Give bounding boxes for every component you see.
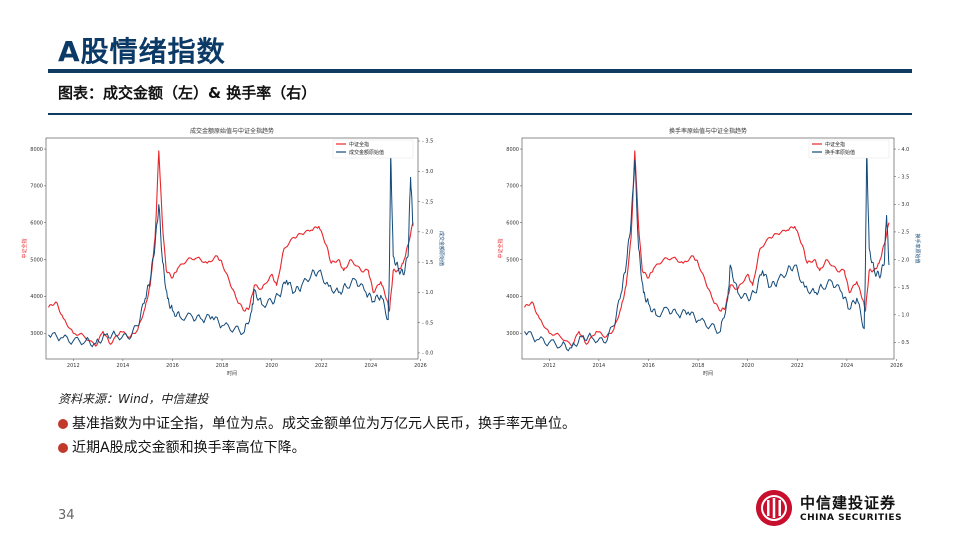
y-left-tick-label: 7000 xyxy=(506,184,519,190)
y-left-tick-label: 3000 xyxy=(30,331,43,337)
y-right-tick-label: - 0.5 xyxy=(422,320,433,326)
bullet-item: 基准指数为中证全指，单位为点。成交金额单位为万亿元人民币，换手率无单位。 xyxy=(58,413,576,433)
plot-area xyxy=(521,137,895,360)
y-left-tick-label: 5000 xyxy=(506,257,519,263)
chart-title: 换手率原始值与中证全指趋势 xyxy=(669,127,747,135)
chart-turnover-svg: 换手率原始值与中证全指趋势 2012 2014 2016 2018 2020 2022 202… xyxy=(497,127,921,377)
y-right-tick-label: - 1.5 xyxy=(422,260,433,266)
y-right-tick-label: - 0.5 xyxy=(898,340,909,346)
x-tick-label: 2016 xyxy=(166,363,179,369)
y-right-tick-label: - 2.0 xyxy=(898,257,909,263)
y-right-tick-label: - 2.5 xyxy=(422,199,433,205)
legend-box xyxy=(808,139,890,159)
y-left-tick-label: 8000 xyxy=(506,147,519,153)
company-logo: 中信建投证券 CHINA SECURITIES xyxy=(756,490,926,530)
x-tick-label: 2024 xyxy=(841,363,854,369)
x-tick-label: 2022 xyxy=(315,363,328,369)
caption-divider xyxy=(48,113,912,115)
logo-seal-icon xyxy=(756,490,792,526)
figure-caption: 图表：成交金额（左）& 换手率（右） xyxy=(58,84,317,102)
plot-area xyxy=(45,137,419,360)
chart-title: 成交金额原始值与中证全指趋势 xyxy=(190,127,274,135)
y-right-tick-label: - 2.0 xyxy=(422,230,433,236)
y-right-tick-label: - 3.5 xyxy=(898,174,909,180)
x-tick-label: 2026 xyxy=(414,363,427,369)
x-tick-label: 2018 xyxy=(216,363,229,369)
x-axis-label: 时间 xyxy=(703,370,713,377)
title-divider xyxy=(48,69,912,73)
legend-label: 换手率原始值 xyxy=(825,149,855,156)
y-left-tick-label: 5000 xyxy=(30,257,43,263)
x-axis-label: 时间 xyxy=(227,370,237,377)
x-tick-label: 2024 xyxy=(365,363,378,369)
legend-label: 中证全指 xyxy=(349,141,369,148)
y-right-tick-label: - 3.0 xyxy=(898,202,909,208)
series-line-secondary xyxy=(524,148,890,352)
y-left-tick-label: 4000 xyxy=(506,294,519,300)
x-tick-label: 2026 xyxy=(890,363,903,369)
x-tick-label: 2022 xyxy=(791,363,804,369)
series-line-index xyxy=(524,150,890,347)
bullet-text: 近期A股成交金额和换手率高位下降。 xyxy=(72,440,306,456)
y-right-axis-label: 成交金额原始值 xyxy=(438,231,445,266)
source-note: 资料来源：Wind，中信建投 xyxy=(58,392,209,406)
y-left-tick-label: 6000 xyxy=(30,220,43,226)
y-right-tick-label: - 1.0 xyxy=(898,313,909,319)
x-tick-label: 2018 xyxy=(692,363,705,369)
y-right-tick-label: - 3.0 xyxy=(422,169,433,175)
series-line-secondary xyxy=(48,152,414,348)
page-number: 34 xyxy=(58,508,75,523)
y-left-tick-label: 3000 xyxy=(506,331,519,337)
logo-cn-text: 中信建投证券 xyxy=(800,494,897,512)
y-right-tick-label: - 1.5 xyxy=(898,285,909,291)
bullet-text: 基准指数为中证全指，单位为点。成交金额单位为万亿元人民币，换手率无单位。 xyxy=(72,416,576,432)
bullet-dot-icon xyxy=(58,419,68,429)
x-tick-label: 2012 xyxy=(67,363,80,369)
x-tick-label: 2020 xyxy=(741,363,754,369)
legend-label: 中证全指 xyxy=(825,141,845,148)
page-title: A股情绪指数 xyxy=(58,35,226,68)
y-left-axis-label: 中证全指 xyxy=(497,238,504,258)
logo-en-text: CHINA SECURITIES xyxy=(800,513,903,523)
y-right-tick-label: - 0.0 xyxy=(422,351,433,357)
y-right-tick-label: - 4.0 xyxy=(898,147,909,153)
chart-turnover: 换手率原始值与中证全指趋势 2012 2014 2016 2018 2020 2022 202… xyxy=(492,124,922,384)
y-left-axis-label: 中证全指 xyxy=(21,238,28,258)
bullet-dot-icon xyxy=(58,443,68,453)
y-right-tick-label: - 3.5 xyxy=(422,139,433,145)
x-tick-label: 2012 xyxy=(543,363,556,369)
y-left-tick-label: 7000 xyxy=(30,184,43,190)
chart-volume: 成交金额原始值与中证全指趋势 2012 2014 2016 2018 2020 2022 20… xyxy=(16,124,446,384)
x-tick-label: 2014 xyxy=(117,363,130,369)
x-tick-label: 2020 xyxy=(265,363,278,369)
legend-label: 成交金额原始值 xyxy=(349,149,384,156)
legend-box xyxy=(332,139,414,159)
x-tick-label: 2014 xyxy=(593,363,606,369)
chart-volume-svg: 成交金额原始值与中证全指趋势 2012 2014 2016 2018 2020 2022 20… xyxy=(21,127,445,377)
x-tick-label: 2016 xyxy=(642,363,655,369)
y-left-tick-label: 4000 xyxy=(30,294,43,300)
bullet-item: 近期A股成交金额和换手率高位下降。 xyxy=(58,437,306,457)
y-left-tick-label: 6000 xyxy=(506,220,519,226)
y-right-tick-label: - 1.0 xyxy=(422,290,433,296)
y-right-axis-label: 换手率原始值 xyxy=(914,233,921,263)
y-left-tick-label: 8000 xyxy=(30,147,43,153)
y-right-tick-label: - 2.5 xyxy=(898,230,909,236)
